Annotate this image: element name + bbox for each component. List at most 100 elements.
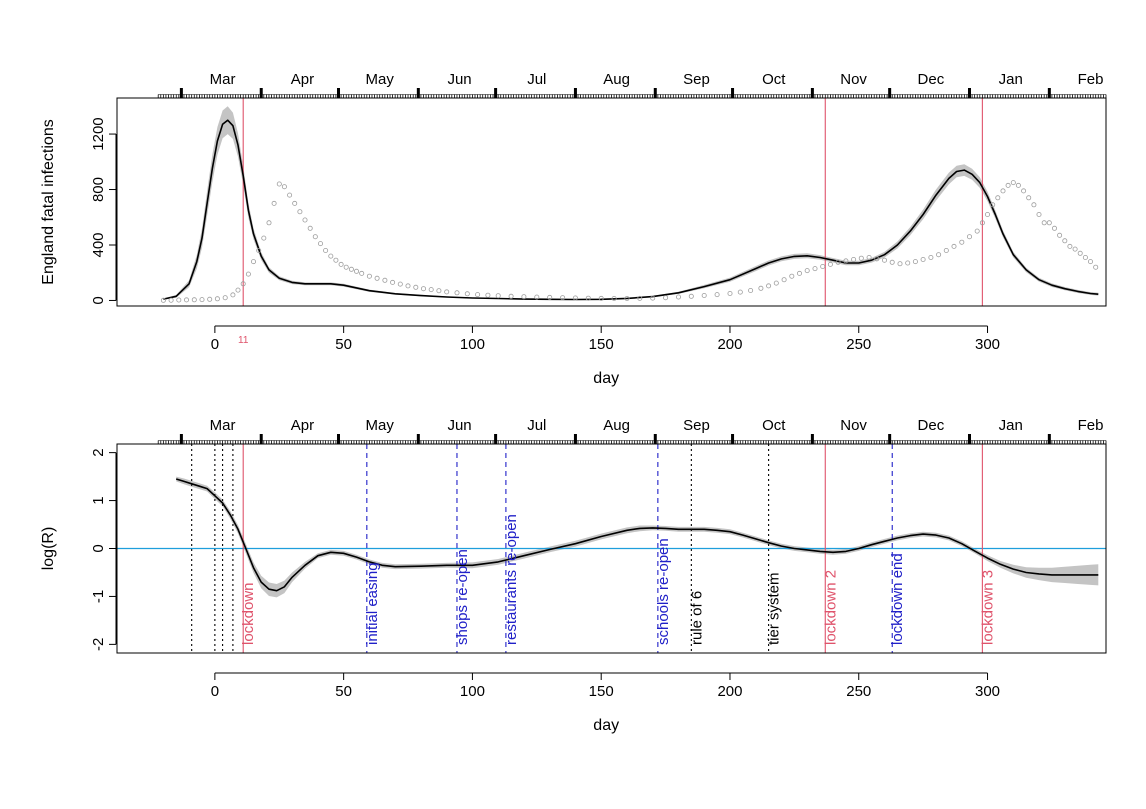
observed-death-point bbox=[199, 297, 205, 303]
observed-death-point bbox=[637, 295, 643, 301]
observed-death-point bbox=[297, 209, 303, 215]
observed-death-point bbox=[748, 287, 754, 293]
observed-death-point bbox=[495, 293, 501, 299]
observed-death-point bbox=[1082, 254, 1088, 260]
x-tick-label: 100 bbox=[460, 336, 485, 353]
x-tick-label: 150 bbox=[589, 336, 614, 353]
plot-frame bbox=[116, 97, 1107, 307]
x-tick-label: 150 bbox=[589, 683, 614, 700]
observed-death-point bbox=[572, 295, 578, 301]
month-label: Apr bbox=[291, 71, 314, 88]
observed-death-point bbox=[428, 287, 434, 293]
observed-death-point bbox=[323, 247, 329, 253]
month-boundary-tick bbox=[179, 88, 183, 98]
month-label: Jul bbox=[527, 71, 546, 88]
observed-death-point bbox=[485, 292, 491, 298]
y-tick-label: -1 bbox=[90, 590, 107, 603]
observed-death-point bbox=[701, 292, 707, 298]
observed-death-point bbox=[281, 184, 287, 190]
observed-death-point bbox=[230, 292, 236, 298]
observed-death-point bbox=[374, 275, 380, 281]
x-tick-label: 250 bbox=[846, 683, 871, 700]
observed-death-point bbox=[276, 181, 282, 187]
observed-death-point bbox=[951, 243, 957, 249]
y-tick-label: 0 bbox=[90, 544, 107, 552]
observed-death-point bbox=[534, 294, 540, 300]
month-label: Aug bbox=[603, 71, 630, 88]
x-tick-label: 100 bbox=[460, 683, 485, 700]
observed-death-point bbox=[611, 295, 617, 301]
observed-death-point bbox=[943, 247, 949, 253]
observed-death-point bbox=[261, 235, 267, 241]
x-axis-title: day bbox=[593, 370, 619, 387]
month-label: Nov bbox=[840, 71, 867, 88]
observed-death-point bbox=[176, 297, 182, 303]
month-label: Mar bbox=[210, 71, 236, 88]
month-label: Oct bbox=[762, 71, 786, 88]
observed-death-point bbox=[1041, 220, 1047, 226]
observed-death-point bbox=[812, 266, 818, 272]
observed-death-point bbox=[979, 220, 985, 226]
observed-death-point bbox=[287, 192, 293, 198]
y-tick-label: 1200 bbox=[90, 117, 107, 150]
observed-death-point bbox=[1046, 220, 1052, 226]
observed-death-point bbox=[912, 259, 918, 265]
observed-death-point bbox=[797, 270, 803, 276]
observed-death-point bbox=[1026, 195, 1032, 201]
event-label: lockdown end bbox=[889, 553, 906, 645]
y-axis-title: England fatal infections bbox=[40, 119, 57, 284]
month-label: Mar bbox=[210, 417, 236, 434]
observed-death-point bbox=[858, 255, 864, 261]
observed-death-point bbox=[905, 260, 911, 266]
observed-death-point bbox=[413, 284, 419, 290]
observed-death-point bbox=[1010, 180, 1016, 186]
month-boundary-tick bbox=[888, 434, 892, 444]
y-tick-label: 800 bbox=[90, 177, 107, 202]
month-boundary-tick bbox=[967, 88, 971, 98]
x-tick-label: 50 bbox=[335, 336, 352, 353]
observed-death-point bbox=[317, 241, 323, 247]
month-boundary-tick bbox=[179, 434, 183, 444]
x-tick-label: 300 bbox=[975, 336, 1000, 353]
plot-area bbox=[160, 98, 1099, 306]
x-tick-label: 200 bbox=[717, 336, 742, 353]
month-boundary-tick bbox=[810, 88, 814, 98]
top-panel-fatal-infections: 11 0 50 100 150 200 250 300 day 0 400 800 1200 Englan… bbox=[40, 71, 1107, 387]
observed-death-point bbox=[920, 256, 926, 262]
observed-death-point bbox=[1088, 259, 1094, 265]
event-label: restaurants re-open bbox=[503, 514, 520, 645]
month-boundary-tick bbox=[336, 434, 340, 444]
observed-death-point bbox=[312, 234, 318, 240]
observed-death-point bbox=[353, 268, 359, 274]
y-tick-label: 1 bbox=[90, 496, 107, 504]
observed-death-point bbox=[366, 273, 372, 279]
month-boundary-tick bbox=[810, 434, 814, 444]
observed-death-point bbox=[328, 253, 334, 259]
observed-death-point bbox=[292, 200, 298, 206]
month-boundary-tick bbox=[1047, 88, 1051, 98]
observed-death-point bbox=[240, 281, 246, 287]
observed-death-point bbox=[454, 290, 460, 296]
observed-death-point bbox=[967, 234, 973, 240]
observed-death-point bbox=[650, 295, 656, 301]
observed-death-point bbox=[1015, 182, 1021, 188]
observed-death-point bbox=[1052, 225, 1058, 231]
y-tick-label: 400 bbox=[90, 232, 107, 257]
observed-death-point bbox=[820, 263, 826, 269]
observed-death-point bbox=[1000, 188, 1006, 194]
observed-death-point bbox=[222, 295, 228, 301]
observed-death-point bbox=[343, 264, 349, 270]
bottom-panel-log-r: lockdown initial easing shops re-open resta… bbox=[40, 417, 1107, 734]
month-boundary-tick bbox=[888, 88, 892, 98]
x-tick-label: 250 bbox=[846, 336, 871, 353]
observed-death-point bbox=[245, 271, 251, 277]
observed-death-point bbox=[874, 256, 880, 262]
observed-death-point bbox=[1036, 211, 1042, 217]
observed-death-point bbox=[256, 247, 262, 253]
observed-death-point bbox=[436, 288, 442, 294]
observed-death-point bbox=[444, 289, 450, 295]
observed-death-point bbox=[271, 200, 277, 206]
event-label: schools re-open bbox=[655, 538, 672, 645]
observed-death-point bbox=[688, 293, 694, 299]
month-boundary-tick bbox=[259, 88, 263, 98]
